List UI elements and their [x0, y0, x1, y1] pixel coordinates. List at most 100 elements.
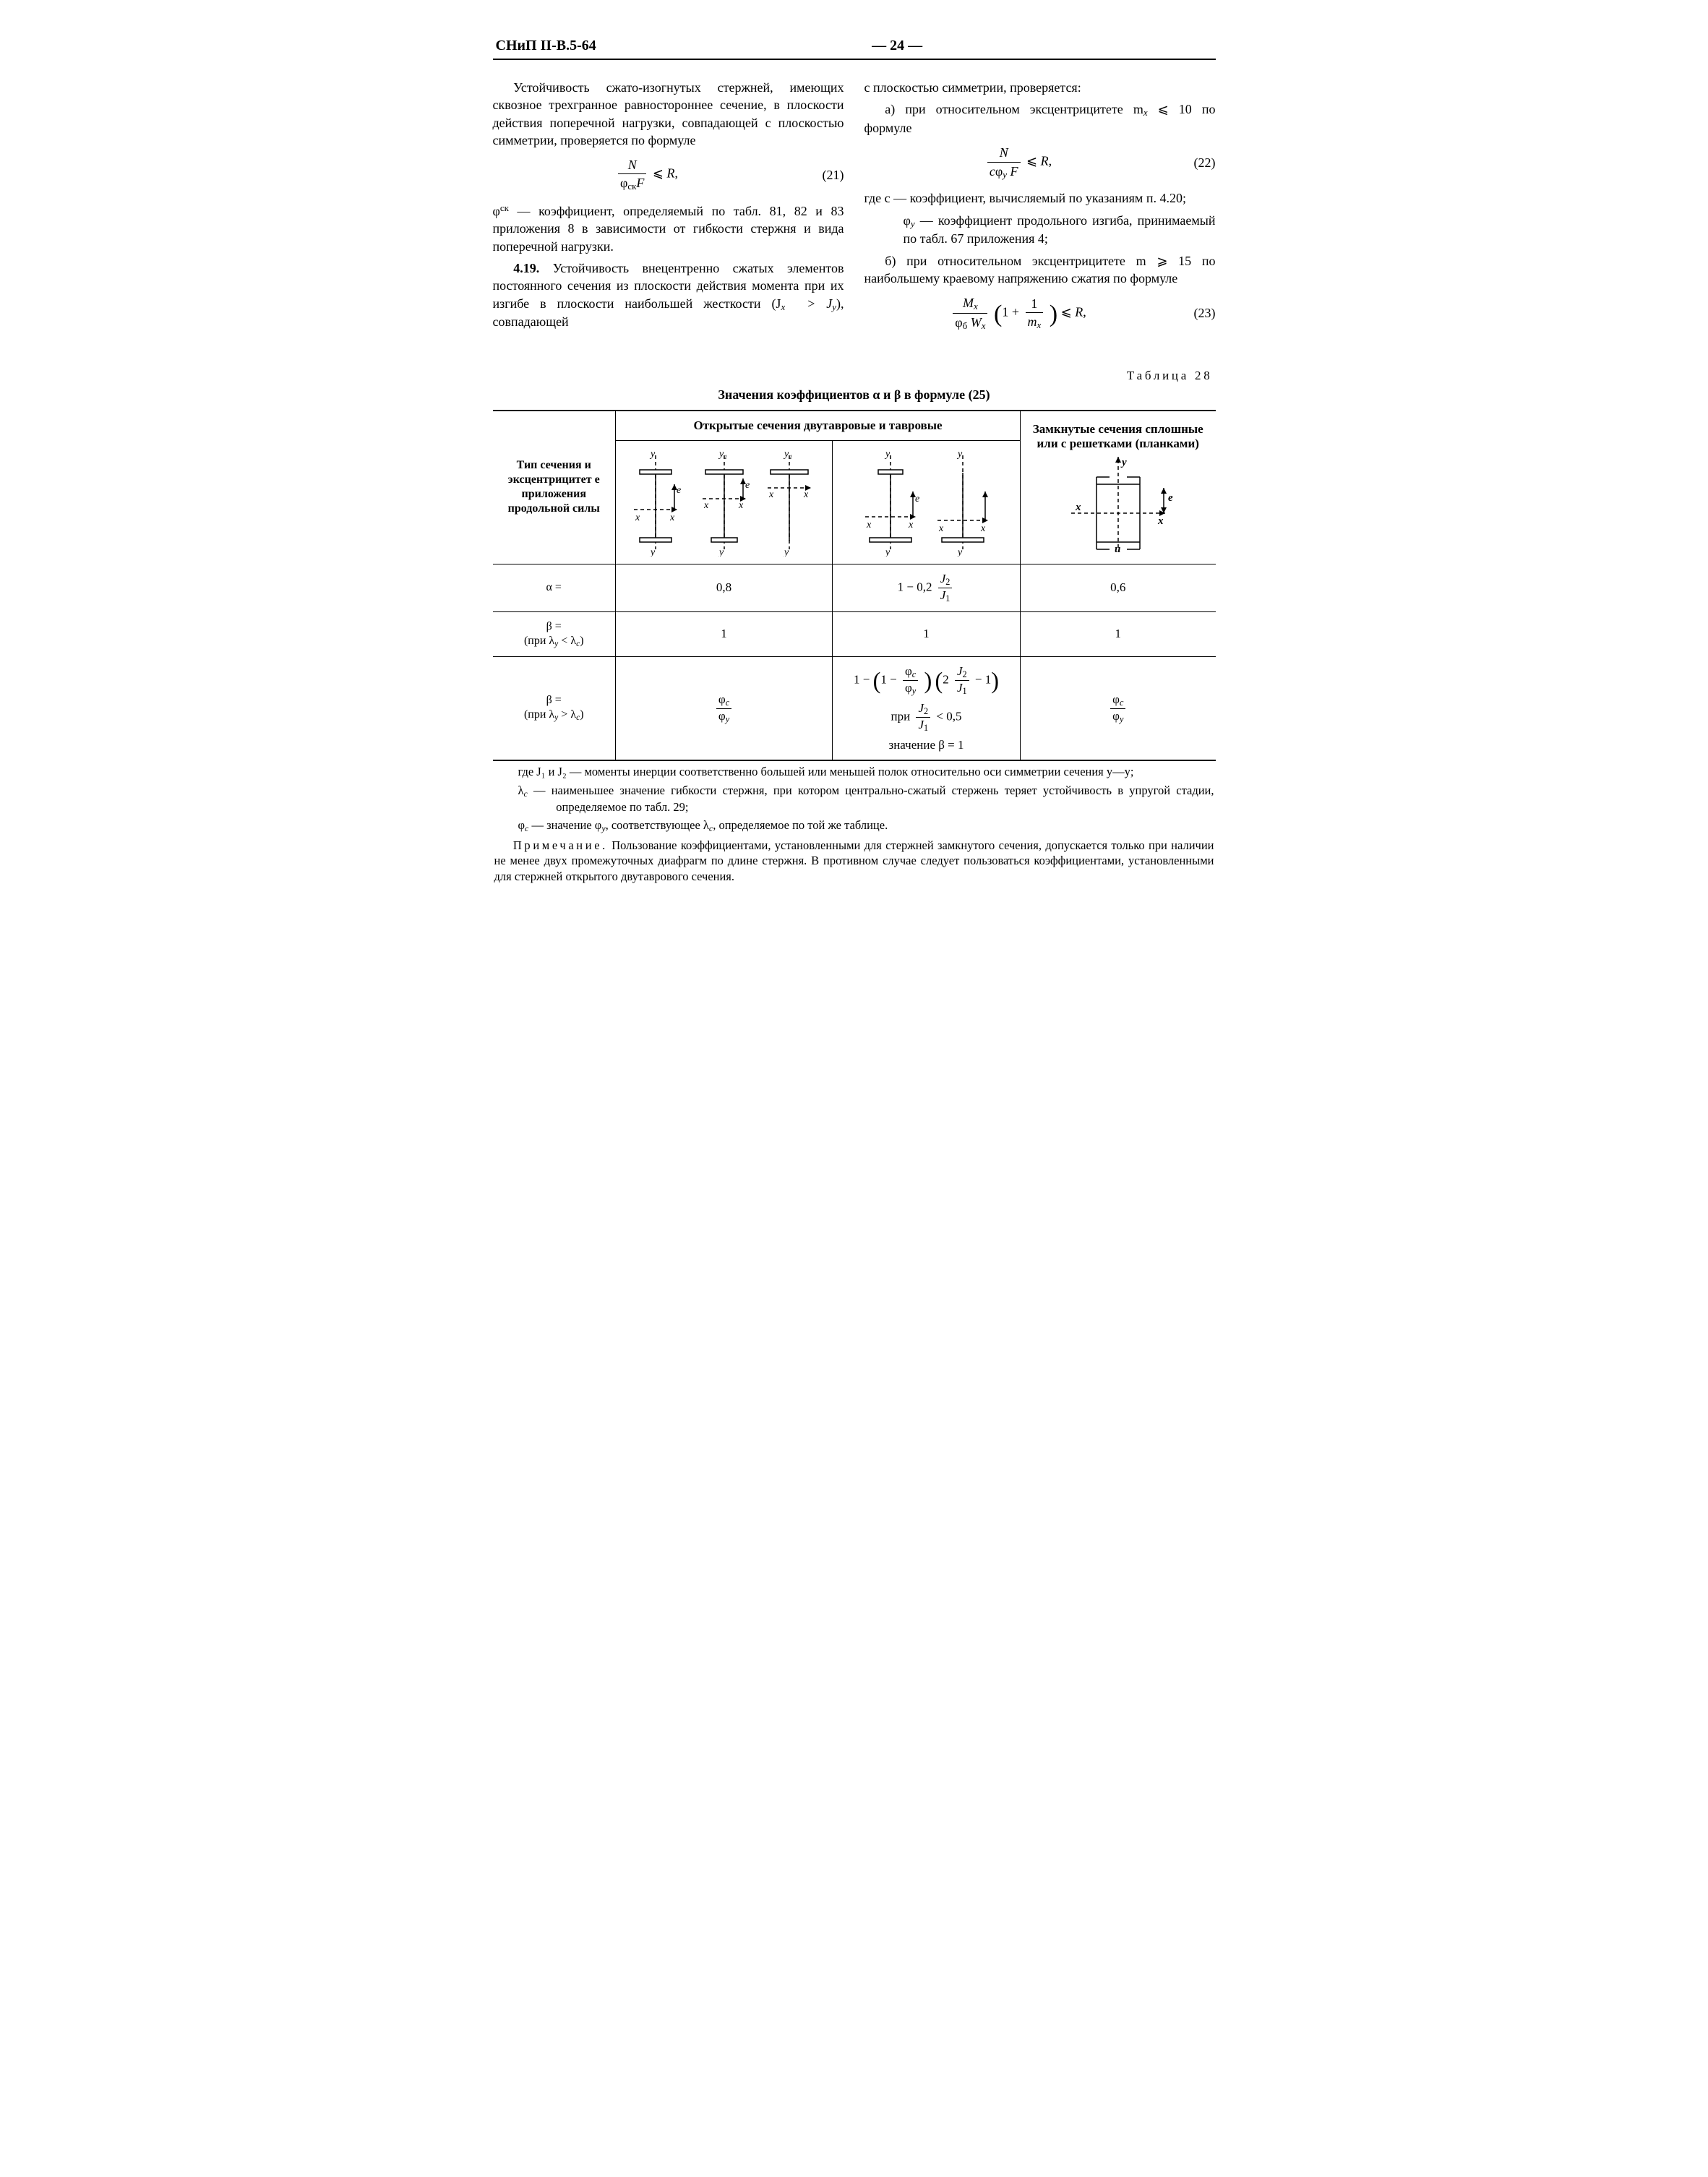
beta2-cond-tail: < 0,5 — [936, 710, 961, 723]
note-j1j2: где J₁ и J₂ — моменты инерции соответств… — [494, 764, 1214, 779]
svg-text:y: y — [783, 547, 789, 557]
svg-text:x: x — [703, 500, 709, 511]
note-phi-text1: — значение φ — [528, 818, 601, 832]
table-28-notes: где J₁ и J₂ — моменты инерции соответств… — [493, 761, 1216, 888]
alpha-closed: 0,6 — [1021, 564, 1216, 611]
rc-line2-a: а) при относительном эксцентрицитете m — [885, 102, 1143, 116]
alpha-open1: 0,8 — [616, 564, 833, 611]
note-phi-sym: φ — [518, 818, 525, 832]
svg-text:e: e — [677, 485, 681, 496]
svg-text:x: x — [866, 520, 872, 531]
c-definition: где c — коэффициент, вычисляемый по указ… — [864, 189, 1216, 207]
beta2-closed: φcφy — [1021, 656, 1216, 760]
svg-text:u: u — [1115, 544, 1120, 553]
row-beta1-cond-b: < λ — [558, 635, 576, 647]
formula-22: N cφy F ⩽ R, (22) — [864, 144, 1216, 181]
svg-text:x: x — [768, 489, 774, 500]
svg-text:y: y — [884, 547, 891, 557]
note-phi-c: φc — значение φy, соответствующее λc, оп… — [494, 817, 1214, 834]
svg-text:y: y — [956, 547, 963, 557]
svg-text:y: y — [649, 449, 656, 460]
beta1-closed: 1 — [1021, 611, 1216, 656]
svg-text:y₁: y₁ — [718, 449, 727, 460]
rc-line3: б) при относительном эксцентрицитете m ⩾… — [864, 252, 1216, 288]
svg-text:y: y — [956, 449, 963, 460]
table-head-closed-text: Замкнутые сечения сплошные или с решетка… — [1026, 422, 1210, 451]
svg-text:y: y — [649, 547, 656, 557]
svg-text:e: e — [915, 494, 919, 504]
rc-line2: а) при относительном эксцентрицитете mx … — [864, 100, 1216, 137]
row-alpha-head: α = — [493, 564, 616, 611]
row-alpha: α = 0,8 1 − 0,2 J2 J1 0,6 — [493, 564, 1216, 611]
row-beta2: β = (при λy > λc) φcφy 1 − (1 − φcφy ) (… — [493, 656, 1216, 760]
para-intro-21: Устойчивость сжато-изогнутых стержней, и… — [493, 79, 844, 149]
svg-text:e: e — [1168, 492, 1173, 504]
formula-22-body: N cφy F ⩽ R, — [864, 144, 1172, 181]
row-beta1-cond-c: ) — [580, 635, 583, 647]
formula-21-number: (21) — [801, 166, 844, 184]
svg-text:x: x — [980, 523, 986, 534]
header-page-number: — 24 — — [872, 38, 922, 54]
svg-text:x: x — [1157, 515, 1164, 527]
beta2-open2: 1 − (1 − φcφy ) (2 J2J1 − 1) при J2J1 < … — [833, 656, 1021, 760]
beta2-open1: φcφy — [616, 656, 833, 760]
svg-text:y₁: y₁ — [783, 449, 792, 460]
row-beta2-cond-a: (при λ — [524, 708, 554, 721]
diagram-open-ibeams-2: y x x y e y x x y — [851, 448, 1003, 557]
note-phi-text3: , определяемое по той же таблице. — [713, 818, 888, 832]
diagram-open-ibeams: yxxy e y₁xxy e y₁xxy — [627, 448, 822, 557]
header-left: СНиП II-В.5-64 — [496, 38, 596, 54]
note-lambda-sym: λ — [518, 783, 524, 797]
alpha-open2-frac: J2 J1 — [938, 572, 953, 604]
row-beta1-label: β = — [546, 620, 562, 632]
beta2-cond-text: при — [891, 710, 914, 723]
phi-y-symbol: φ — [904, 213, 911, 228]
row-beta1-head: β = (при λy < λc) — [493, 611, 616, 656]
formula-23-fraction: Mx φб Wx — [953, 294, 987, 332]
row-beta1-cond-a: (при λ — [524, 635, 554, 647]
row-beta2-label: β = — [546, 694, 562, 706]
note-phi-text2: , соответствующее λ — [606, 818, 709, 832]
svg-text:y: y — [718, 547, 724, 557]
alpha-open2: 1 − 0,2 J2 J1 — [833, 564, 1021, 611]
formula-22-number: (22) — [1172, 154, 1216, 171]
formula-23-body: Mx φб Wx (1 + 1 mx ) ⩽ R, — [864, 294, 1172, 332]
page: СНиП II-В.5-64 — 24 — — Устойчивость сжа… — [493, 29, 1216, 888]
svg-text:x: x — [908, 520, 914, 531]
phi-sk-definition: φск — коэффициент, определяемый по табл.… — [493, 202, 844, 255]
row-beta2-cond-c: ) — [580, 708, 583, 721]
phi-sk-sup: ск — [500, 202, 509, 213]
svg-text:e: e — [745, 480, 750, 491]
row-beta2-cond-b: > λ — [558, 708, 576, 721]
table-28-title: Значения коэффициентов α и β в формуле (… — [493, 387, 1216, 403]
row-beta2-head: β = (при λy > λc) — [493, 656, 616, 760]
svg-text:x: x — [635, 512, 640, 523]
diagram-closed-section: y e x x u — [1057, 455, 1180, 553]
para-4-19: 4.19. Устойчивость внецентренно сжатых э… — [493, 259, 844, 331]
formula-21: N φскF ⩽ R, (21) — [493, 156, 844, 193]
phi-sk-text: — коэффициент, определяемый по табл. 81,… — [493, 204, 844, 254]
phi-sk-symbol: φ — [493, 204, 500, 218]
svg-text:x: x — [669, 512, 675, 523]
formula-23: Mx φб Wx (1 + 1 mx ) ⩽ R, (23) — [864, 294, 1216, 332]
svg-text:x: x — [1075, 502, 1081, 513]
para-4-19-label: 4.19. — [513, 261, 539, 275]
formula-22-fraction: N cφy F — [987, 144, 1021, 181]
formula-21-fraction: N φскF — [618, 156, 646, 193]
svg-text:x: x — [803, 489, 809, 500]
diagram-open-cell-2: y x x y e y x x y — [833, 440, 1021, 564]
table-head-type: Тип сечения и эксцентрицитет e приложени… — [493, 411, 616, 564]
note-lambda-c: λc — наименьшее значение гибкости стержн… — [494, 783, 1214, 815]
svg-text:x: x — [938, 523, 944, 534]
row-beta1: β = (при λy < λc) 1 1 1 — [493, 611, 1216, 656]
svg-text:y: y — [884, 449, 891, 460]
table-head-closed: Замкнутые сечения сплошные или с решетка… — [1021, 411, 1216, 564]
table-28: Тип сечения и эксцентрицитет e приложени… — [493, 410, 1216, 762]
table-28-label: Таблица 28 — [493, 369, 1213, 383]
formula-23-number: (23) — [1172, 304, 1216, 322]
table-head-row: Тип сечения и эксцентрицитет e приложени… — [493, 411, 1216, 441]
para-4-19-text: Устойчивость внецентренно сжатых элемент… — [493, 261, 844, 311]
rc-line1: с плоскостью симметрии, проверяется: — [864, 79, 1216, 96]
beta2-final: значение β = 1 — [888, 738, 964, 752]
beta1-open1: 1 — [616, 611, 833, 656]
